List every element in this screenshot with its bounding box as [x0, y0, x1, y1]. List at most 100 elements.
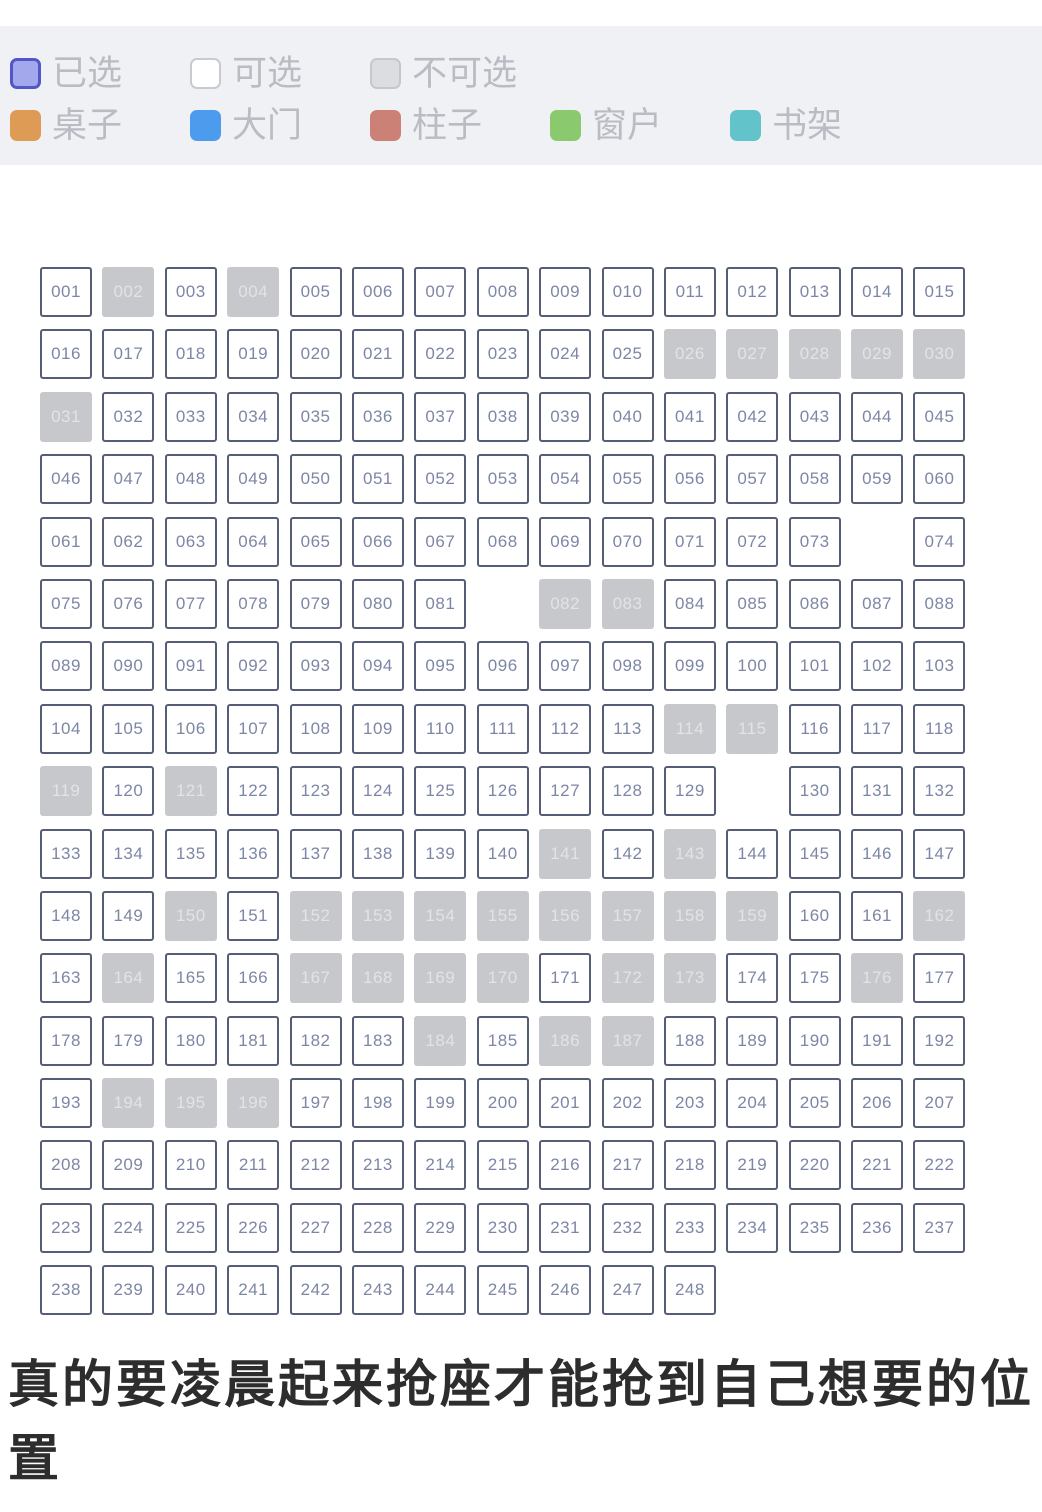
seat-003[interactable]: 003: [164, 267, 217, 317]
seat-139[interactable]: 139: [414, 828, 467, 879]
seat-163[interactable]: 163: [40, 953, 92, 1004]
seat-041[interactable]: 041: [663, 391, 716, 442]
seat-146[interactable]: 146: [851, 828, 904, 879]
seat-128[interactable]: 128: [601, 766, 654, 817]
seat-199[interactable]: 199: [414, 1078, 467, 1129]
seat-236[interactable]: 236: [851, 1202, 904, 1253]
seat-130[interactable]: 130: [788, 766, 841, 817]
seat-182[interactable]: 182: [289, 1015, 342, 1066]
seat-099[interactable]: 099: [663, 641, 716, 692]
seat-015[interactable]: 015: [913, 267, 966, 317]
seat-138[interactable]: 138: [351, 828, 404, 879]
seat-235[interactable]: 235: [788, 1202, 841, 1253]
seat-126[interactable]: 126: [476, 766, 529, 817]
seat-090[interactable]: 090: [102, 641, 155, 692]
seat-188[interactable]: 188: [663, 1015, 716, 1066]
seat-069[interactable]: 069: [539, 516, 592, 567]
seat-005[interactable]: 005: [289, 267, 342, 317]
seat-024[interactable]: 024: [539, 329, 592, 380]
seat-137[interactable]: 137: [289, 828, 342, 879]
seat-151[interactable]: 151: [227, 890, 280, 941]
seat-246[interactable]: 246: [539, 1265, 592, 1316]
seat-050[interactable]: 050: [289, 454, 342, 505]
seat-117[interactable]: 117: [851, 703, 904, 754]
seat-054[interactable]: 054: [539, 454, 592, 505]
seat-012[interactable]: 012: [726, 267, 779, 317]
seat-202[interactable]: 202: [601, 1078, 654, 1129]
seat-102[interactable]: 102: [851, 641, 904, 692]
seat-240[interactable]: 240: [164, 1265, 217, 1316]
seat-242[interactable]: 242: [289, 1265, 342, 1316]
seat-127[interactable]: 127: [539, 766, 592, 817]
seat-226[interactable]: 226: [227, 1202, 280, 1253]
seat-059[interactable]: 059: [851, 454, 904, 505]
seat-105[interactable]: 105: [102, 703, 155, 754]
seat-216[interactable]: 216: [539, 1140, 592, 1191]
seat-165[interactable]: 165: [164, 953, 217, 1004]
seat-014[interactable]: 014: [851, 267, 904, 317]
seat-147[interactable]: 147: [913, 828, 966, 879]
seat-247[interactable]: 247: [601, 1265, 654, 1316]
seat-221[interactable]: 221: [851, 1140, 904, 1191]
seat-084[interactable]: 084: [663, 578, 716, 629]
seat-087[interactable]: 087: [851, 578, 904, 629]
seat-228[interactable]: 228: [351, 1202, 404, 1253]
seat-035[interactable]: 035: [289, 391, 342, 442]
seat-034[interactable]: 034: [227, 391, 280, 442]
seat-018[interactable]: 018: [164, 329, 217, 380]
seat-077[interactable]: 077: [164, 578, 217, 629]
seat-108[interactable]: 108: [289, 703, 342, 754]
seat-145[interactable]: 145: [788, 828, 841, 879]
seat-144[interactable]: 144: [726, 828, 779, 879]
seat-233[interactable]: 233: [663, 1202, 716, 1253]
seat-133[interactable]: 133: [40, 828, 92, 879]
seat-205[interactable]: 205: [788, 1078, 841, 1129]
seat-140[interactable]: 140: [476, 828, 529, 879]
seat-212[interactable]: 212: [289, 1140, 342, 1191]
seat-180[interactable]: 180: [164, 1015, 217, 1066]
seat-192[interactable]: 192: [913, 1015, 966, 1066]
seat-021[interactable]: 021: [351, 329, 404, 380]
seat-057[interactable]: 057: [726, 454, 779, 505]
seat-174[interactable]: 174: [726, 953, 779, 1004]
seat-178[interactable]: 178: [40, 1015, 92, 1066]
seat-204[interactable]: 204: [726, 1078, 779, 1129]
seat-037[interactable]: 037: [414, 391, 467, 442]
seat-048[interactable]: 048: [164, 454, 217, 505]
seat-052[interactable]: 052: [414, 454, 467, 505]
seat-043[interactable]: 043: [788, 391, 841, 442]
seat-183[interactable]: 183: [351, 1015, 404, 1066]
seat-203[interactable]: 203: [663, 1078, 716, 1129]
seat-072[interactable]: 072: [726, 516, 779, 567]
seat-007[interactable]: 007: [414, 267, 467, 317]
seat-197[interactable]: 197: [289, 1078, 342, 1129]
seat-095[interactable]: 095: [414, 641, 467, 692]
seat-166[interactable]: 166: [227, 953, 280, 1004]
seat-104[interactable]: 104: [40, 703, 92, 754]
seat-070[interactable]: 070: [601, 516, 654, 567]
seat-181[interactable]: 181: [227, 1015, 280, 1066]
seat-190[interactable]: 190: [788, 1015, 841, 1066]
seat-198[interactable]: 198: [351, 1078, 404, 1129]
seat-044[interactable]: 044: [851, 391, 904, 442]
seat-063[interactable]: 063: [164, 516, 217, 567]
seat-056[interactable]: 056: [663, 454, 716, 505]
seat-081[interactable]: 081: [414, 578, 467, 629]
seat-053[interactable]: 053: [476, 454, 529, 505]
seat-064[interactable]: 064: [227, 516, 280, 567]
seat-039[interactable]: 039: [539, 391, 592, 442]
seat-079[interactable]: 079: [289, 578, 342, 629]
seat-016[interactable]: 016: [40, 329, 92, 380]
seat-080[interactable]: 080: [351, 578, 404, 629]
seat-020[interactable]: 020: [289, 329, 342, 380]
seat-094[interactable]: 094: [351, 641, 404, 692]
seat-125[interactable]: 125: [414, 766, 467, 817]
seat-160[interactable]: 160: [788, 890, 841, 941]
seat-049[interactable]: 049: [227, 454, 280, 505]
seat-033[interactable]: 033: [164, 391, 217, 442]
seat-019[interactable]: 019: [227, 329, 280, 380]
seat-023[interactable]: 023: [476, 329, 529, 380]
seat-248[interactable]: 248: [663, 1265, 716, 1316]
seat-210[interactable]: 210: [164, 1140, 217, 1191]
seat-209[interactable]: 209: [102, 1140, 155, 1191]
